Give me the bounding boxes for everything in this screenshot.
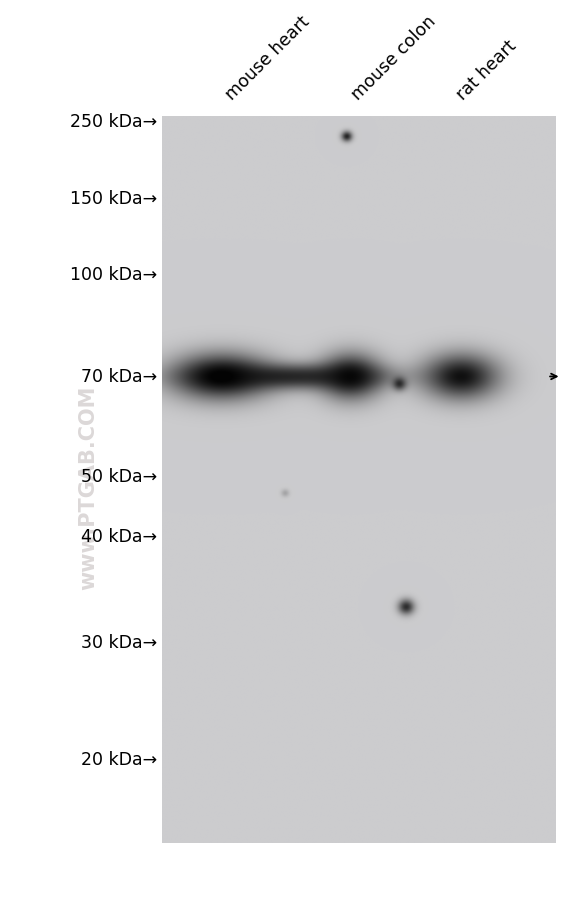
Text: mouse colon: mouse colon: [348, 13, 439, 104]
Text: 150 kDa→: 150 kDa→: [70, 189, 157, 207]
Text: 20 kDa→: 20 kDa→: [80, 750, 157, 769]
Text: 40 kDa→: 40 kDa→: [81, 528, 157, 546]
Text: 50 kDa→: 50 kDa→: [80, 467, 157, 485]
Text: rat heart: rat heart: [453, 37, 520, 104]
Text: www.PTGAB.COM: www.PTGAB.COM: [78, 385, 99, 589]
Text: 70 kDa→: 70 kDa→: [80, 368, 157, 386]
Text: 100 kDa→: 100 kDa→: [70, 266, 157, 284]
Text: mouse heart: mouse heart: [222, 13, 314, 104]
Text: 30 kDa→: 30 kDa→: [80, 633, 157, 651]
Text: 250 kDa→: 250 kDa→: [70, 113, 157, 131]
